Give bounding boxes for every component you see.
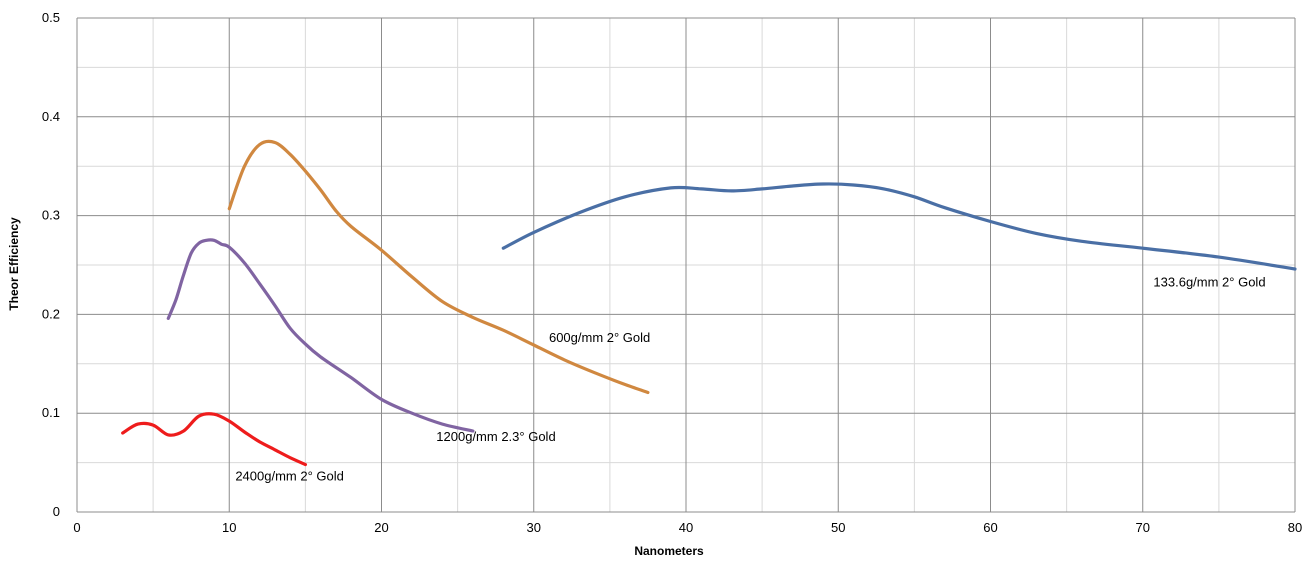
x-tick-label: 80 — [1288, 520, 1302, 535]
series-line-133-6g-mm-2-gold — [501, 182, 1297, 271]
y-tick-label: 0 — [53, 504, 60, 519]
series-line-2400g-mm-2-gold — [121, 412, 307, 467]
series-label-2400g-mm-2-gold: 2400g/mm 2° Gold — [235, 468, 344, 483]
x-tick-label: 70 — [1136, 520, 1150, 535]
series — [121, 139, 1297, 467]
series-label-600g-mm-2-gold: 600g/mm 2° Gold — [549, 330, 650, 345]
x-tick-label: 20 — [374, 520, 388, 535]
y-tick-label: 0.4 — [42, 109, 60, 124]
y-tick-label: 0.2 — [42, 306, 60, 321]
series-label-1200g-mm-2-3-gold: 1200g/mm 2.3° Gold — [436, 429, 555, 444]
series-line-600g-mm-2-gold — [227, 139, 650, 395]
series-labels: 133.6g/mm 2° Gold 600g/mm 2° Gold 1200g/mm… — [235, 275, 1265, 484]
grid — [76, 17, 1296, 513]
y-tick-label: 0.3 — [42, 208, 60, 223]
series-label-133-6g-mm-2-gold: 133.6g/mm 2° Gold — [1153, 275, 1265, 290]
x-tick-label: 60 — [983, 520, 997, 535]
x-tick-label: 50 — [831, 520, 845, 535]
y-tick-label: 0.5 — [42, 10, 60, 25]
series-line-1200g-mm-2-3-gold — [166, 238, 475, 433]
y-axis-title: Theor Efficiency — [7, 217, 21, 311]
x-tick-label: 40 — [679, 520, 693, 535]
x-axis-title: Nanometers — [634, 544, 704, 558]
y-tick-label: 0.1 — [42, 405, 60, 420]
x-tick-label: 10 — [222, 520, 236, 535]
x-tick-label: 0 — [73, 520, 80, 535]
x-tick-label: 30 — [527, 520, 541, 535]
axes: 0 10 20 30 40 50 60 70 80 0 0.1 0.2 0.3 0.4 0.5 — [42, 10, 1302, 535]
